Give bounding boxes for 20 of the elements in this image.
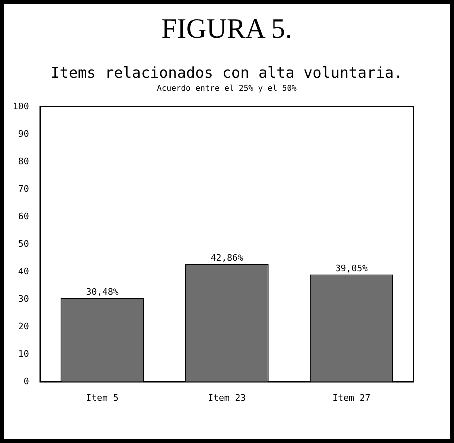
chart-subtitle: Items relacionados con alta voluntaria. [50, 64, 404, 82]
data-label: 39,05% [335, 264, 369, 275]
y-tick-label: 90 [18, 130, 30, 140]
data-label: 30,48% [86, 288, 120, 298]
y-tick-label: 100 [12, 102, 30, 112]
x-tick-label: Item 5 [86, 394, 119, 404]
y-tick-label: 40 [18, 267, 30, 278]
x-tick-label: Item 27 [332, 394, 371, 404]
y-tick-label: 50 [18, 240, 30, 250]
data-label: 42,86% [210, 254, 244, 264]
chart-title: FIGURA 5. [160, 14, 294, 46]
y-tick-label: 10 [18, 350, 30, 360]
y-tick-label: 60 [18, 212, 30, 222]
y-tick-label: 70 [18, 184, 30, 195]
text: Acuerdo entre el 25% y el 50% [156, 84, 298, 93]
y-tick-label: 30 [18, 294, 30, 305]
y-tick-label: 0 [24, 378, 30, 388]
y-tick-label: 80 [18, 157, 30, 168]
y-tick-label: 20 [18, 322, 30, 333]
x-tick-label: Item 23 [208, 394, 246, 404]
